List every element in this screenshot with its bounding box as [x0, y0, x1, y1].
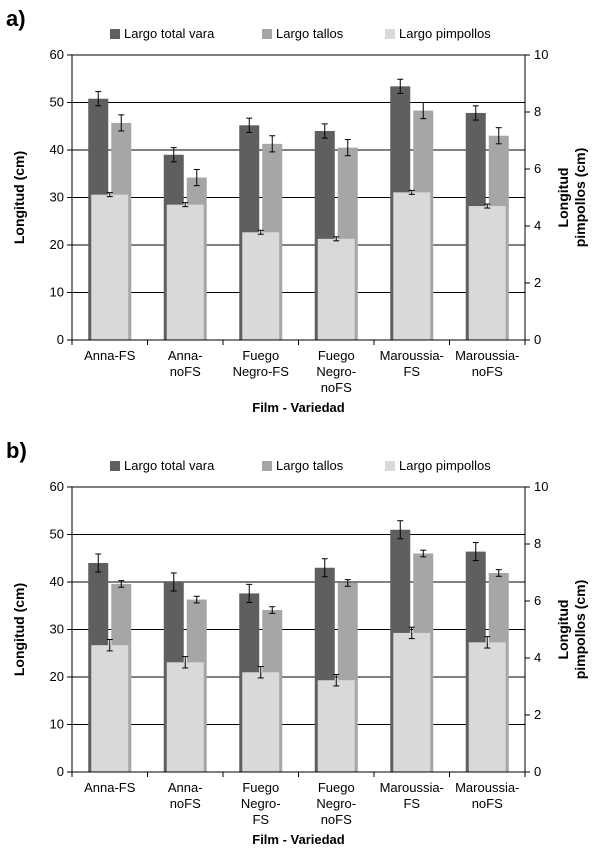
y2-tick-label: 0 [534, 332, 541, 347]
legend-item-tallos: Largo tallos [262, 458, 343, 473]
bar-largo-pimpollos [393, 632, 431, 772]
bar-largo-pimpollos [166, 662, 204, 772]
legend-item-tallos: Largo tallos [262, 26, 343, 41]
x-tick-label: Fuego Negro-noFS [316, 348, 356, 395]
legend-label: Largo pimpollos [399, 26, 491, 41]
y-tick-label: 50 [50, 95, 64, 110]
bar-largo-pimpollos [468, 206, 506, 340]
legend-item-total: Largo total vara [110, 458, 214, 473]
chart-legend: Largo total vara Largo tallos Largo pimp… [0, 458, 596, 478]
y-tick-label: 40 [50, 142, 64, 157]
x-axis-title: Film - Variedad [252, 400, 345, 415]
legend-swatch [110, 28, 120, 39]
chart-panel-b: b) Largo total vara Largo tallos Largo p… [0, 432, 596, 862]
y-axis-title: Longitud (cm) [11, 151, 27, 244]
legend-label: Largo pimpollos [399, 458, 491, 473]
x-tick-label: Anna-noFS [168, 780, 203, 811]
y2-axis-title: Longitudpimpollos (cm) [555, 148, 588, 248]
y2-tick-label: 6 [534, 593, 541, 608]
legend-label: Largo tallos [276, 458, 344, 473]
y-tick-label: 60 [50, 47, 64, 62]
bar-largo-pimpollos [91, 194, 129, 340]
y-tick-label: 30 [50, 190, 64, 205]
bar-largo-pimpollos [242, 232, 280, 340]
y-tick-label: 10 [50, 717, 64, 732]
legend-swatch [262, 28, 272, 39]
bar-chart: 0 10 20 30 40 50 60 0 2 4 6 8 10 Anna-FS Anna-noFS Fueg… [11, 47, 588, 415]
y2-tick-label: 2 [534, 275, 541, 290]
bar-largo-pimpollos [468, 642, 506, 772]
chart-panel-a: a) Largo total vara Largo tallos Largo p… [0, 0, 596, 430]
x-tick-label: Anna-FS [84, 348, 136, 363]
bar-largo-pimpollos [166, 204, 204, 340]
x-tick-label: Fuego Negro-FS [241, 780, 281, 827]
legend-label: Largo total vara [124, 26, 215, 41]
panel-label: b) [6, 438, 27, 463]
y-tick-label: 0 [57, 332, 64, 347]
bar-largo-pimpollos [91, 645, 129, 772]
x-tick-label: Fuego Negro-noFS [316, 780, 356, 827]
x-tick-label: Anna-FS [84, 780, 136, 795]
y2-tick-label: 2 [534, 707, 541, 722]
x-tick-label: Maroussia-FS [380, 348, 444, 379]
y2-tick-label: 4 [534, 218, 541, 233]
chart-legend: Largo total vara Largo tallos Largo pimp… [0, 26, 596, 46]
y2-tick-label: 6 [534, 161, 541, 176]
bar-largo-pimpollos [393, 192, 431, 340]
bar-largo-pimpollos [317, 680, 355, 772]
legend-item-total: Largo total vara [110, 26, 214, 41]
x-axis-title: Film - Variedad [252, 832, 345, 847]
bar-largo-pimpollos [242, 672, 280, 772]
legend-swatch [385, 460, 395, 471]
legend-swatch [262, 460, 272, 471]
legend-item-pimpollos: Largo pimpollos [385, 26, 491, 41]
x-tick-label: Maroussia-noFS [455, 780, 519, 811]
y2-tick-label: 10 [534, 47, 548, 62]
y-tick-label: 60 [50, 479, 64, 494]
y-tick-label: 40 [50, 574, 64, 589]
x-tick-label: Anna-noFS [168, 348, 203, 379]
y-tick-label: 10 [50, 285, 64, 300]
y2-tick-label: 4 [534, 650, 541, 665]
legend-swatch [110, 460, 120, 471]
bar-largo-pimpollos [317, 238, 355, 340]
y-axis-title: Longitud (cm) [11, 583, 27, 676]
y2-tick-label: 8 [534, 104, 541, 119]
y2-tick-label: 0 [534, 764, 541, 779]
y-tick-label: 20 [50, 669, 64, 684]
legend-label: Largo tallos [276, 26, 344, 41]
y2-tick-label: 8 [534, 536, 541, 551]
y-tick-label: 50 [50, 527, 64, 542]
x-tick-label: Maroussia-FS [380, 780, 444, 811]
panel-label: a) [6, 6, 26, 31]
y2-axis-title: Longitudpimpollos (cm) [555, 580, 588, 680]
legend-item-pimpollos: Largo pimpollos [385, 458, 491, 473]
y-tick-label: 30 [50, 622, 64, 637]
x-tick-label: Fuego Negro-FS [233, 348, 290, 379]
bar-chart: 0 10 20 30 40 50 60 0 2 4 6 8 10 Anna-FS Anna-noFS Fueg… [11, 479, 588, 847]
legend-swatch [385, 28, 395, 39]
legend-label: Largo total vara [124, 458, 215, 473]
y2-tick-label: 10 [534, 479, 548, 494]
y-tick-label: 20 [50, 237, 64, 252]
x-tick-label: Maroussia-noFS [455, 348, 519, 379]
y-tick-label: 0 [57, 764, 64, 779]
